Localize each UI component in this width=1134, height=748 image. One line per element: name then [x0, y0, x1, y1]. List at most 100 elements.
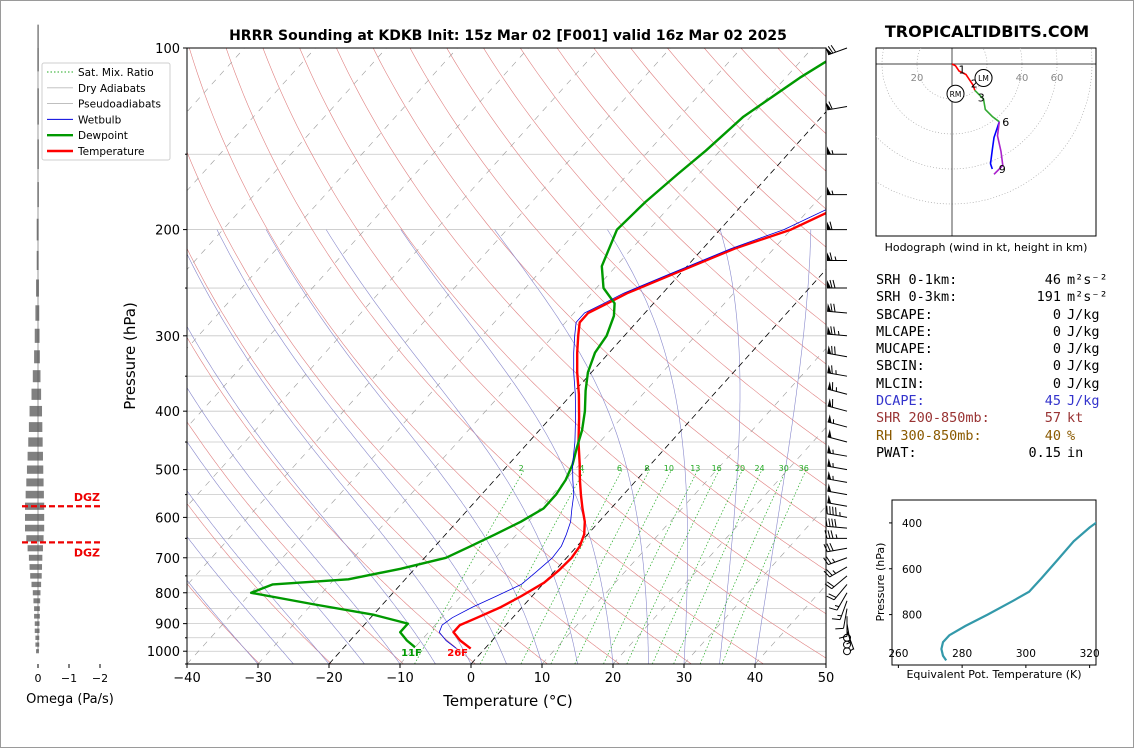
legend-entry: Pseudoadiabats — [78, 99, 161, 111]
hodograph-trace — [974, 89, 1000, 123]
wind-barb-flag — [827, 471, 832, 480]
wind-barb-flag — [827, 303, 832, 312]
skewt-legend: Sat. Mix. Ratio Dry Adiabats Pseudoadiabat… — [41, 62, 171, 161]
omega-bar — [35, 635, 40, 640]
moist-adiabat — [187, 441, 365, 664]
dry-adiabat — [189, 48, 692, 664]
wind-barb-shaft — [827, 547, 848, 553]
omega-bar — [25, 490, 44, 499]
key-isotherm — [328, 111, 826, 664]
parameter-unit: m²s⁻² — [1067, 272, 1108, 288]
dry-adiabat — [520, 48, 826, 365]
parameter-row: SBCAPE: 0 J/kg — [876, 307, 1116, 324]
x-tick-label: −30 — [244, 671, 271, 686]
theta-e-y-axis-label: Pressure (hPa) — [874, 543, 887, 622]
mixing-ratio-label: 30 — [779, 464, 789, 473]
omega-bar — [26, 465, 44, 474]
sounding-parameters: SRH 0-1km: 46 m²s⁻² SRH 0-3km: 191 m²s⁻² SBCAP… — [876, 272, 1116, 462]
wind-barb-full — [833, 326, 836, 335]
moist-adiabat — [607, 229, 688, 664]
skewt-y-axis-label: Pressure (hPa) — [121, 302, 139, 410]
wind-barb-full — [823, 557, 829, 565]
parameter-unit: m²s⁻² — [1067, 289, 1108, 306]
omega-bar — [34, 328, 40, 343]
parameter-label: SBCAPE: — [876, 306, 933, 323]
y-tick-label: 600 — [155, 511, 180, 526]
wind-barb-half — [832, 558, 836, 563]
wind-barb-flag — [827, 326, 832, 335]
y-tick-label: 400 — [155, 405, 180, 420]
theta-e-profile — [940, 521, 1096, 662]
x-tick-label: 30 — [676, 671, 693, 686]
wind-calm-circle — [843, 647, 851, 656]
mixing-ratio-label: 24 — [754, 464, 764, 473]
hodograph-trace — [989, 121, 1001, 170]
parameter-value: 0 — [1052, 341, 1061, 358]
mixing-ratio-label: 16 — [712, 464, 722, 473]
parameter-unit: J/kg — [1067, 341, 1100, 358]
wind-barb-full — [824, 530, 828, 539]
wind-barb-full — [827, 530, 831, 539]
isotherm — [399, 190, 826, 664]
omega-bar — [34, 350, 40, 364]
wind-barb-full — [829, 279, 833, 289]
parameter-unit: J/kg — [1067, 393, 1100, 410]
isotherm — [0, 48, 31, 664]
y-tick-label: 800 — [155, 587, 180, 602]
mixing-ratio-line — [574, 469, 672, 664]
isotherm — [187, 48, 742, 664]
wind-barb-full — [825, 518, 828, 527]
storm-motion-label: LM — [978, 74, 989, 83]
wind-barb-flag — [827, 398, 832, 407]
moist-adiabat — [187, 325, 436, 664]
omega-bar — [28, 554, 43, 561]
parameter-unit: J/kg — [1067, 306, 1100, 323]
parameter-value: 0 — [1052, 306, 1061, 323]
parameter-label: PWAT: — [876, 444, 917, 461]
wind-barb-shaft — [829, 566, 848, 578]
wind-barb-shaft — [827, 513, 848, 518]
wind-barb-full — [823, 570, 831, 578]
omega-tick-label: 0 — [35, 672, 42, 685]
wind-barb-half — [834, 256, 837, 261]
parameter-value: 0 — [1052, 358, 1061, 375]
hodograph-ring-label: 60 — [1051, 73, 1064, 84]
parameter-unit: in — [1067, 444, 1084, 461]
hodograph-trace — [993, 121, 1004, 175]
wind-barb-full — [832, 279, 836, 289]
legend-entry: Wetbulb — [78, 114, 122, 126]
parameter-label: MLCIN: — [876, 375, 925, 392]
omega-bar — [28, 422, 43, 432]
wind-barb-full — [826, 595, 835, 601]
dry-adiabat — [372, 48, 826, 528]
parameter-label: MLCAPE: — [876, 323, 933, 340]
omega-tick-label: −1 — [61, 672, 77, 685]
y-tick-label: 100 — [155, 42, 180, 57]
legend-entry: Dry Adiabats — [78, 83, 146, 95]
parameter-label: SHR 200-850mb: — [876, 410, 990, 427]
wind-barb-shaft — [827, 333, 848, 337]
theta-e-x-axis-label: Equivalent Pot. Temperature (K) — [906, 668, 1081, 681]
moist-adiabat — [216, 229, 507, 664]
dry-adiabat — [187, 583, 260, 664]
wind-barb-full — [834, 518, 837, 528]
x-tick-label: 10 — [534, 671, 551, 686]
omega-bar — [28, 437, 43, 447]
theta-e-panel: 260 280 300 320 400 600 800 — [888, 499, 1100, 668]
x-tick-label: 0 — [467, 671, 475, 686]
wind-barb-flag — [827, 414, 832, 423]
parameter-unit: J/kg — [1067, 358, 1100, 375]
dry-adiabat — [187, 151, 620, 664]
wind-barb-full — [826, 505, 828, 514]
storm-motion-marker — [946, 84, 965, 103]
omega-bar — [27, 451, 43, 461]
wind-barb-full — [823, 543, 828, 552]
parameter-unit: % — [1067, 427, 1076, 444]
moist-adiabat — [187, 536, 294, 664]
parameter-row: MLCIN: 0 J/kg — [876, 376, 1116, 393]
omega-bar — [36, 279, 39, 297]
omega-tick-label: −2 — [92, 672, 108, 685]
wind-barb-flag — [825, 102, 832, 110]
mixing-ratio-line — [699, 469, 787, 664]
